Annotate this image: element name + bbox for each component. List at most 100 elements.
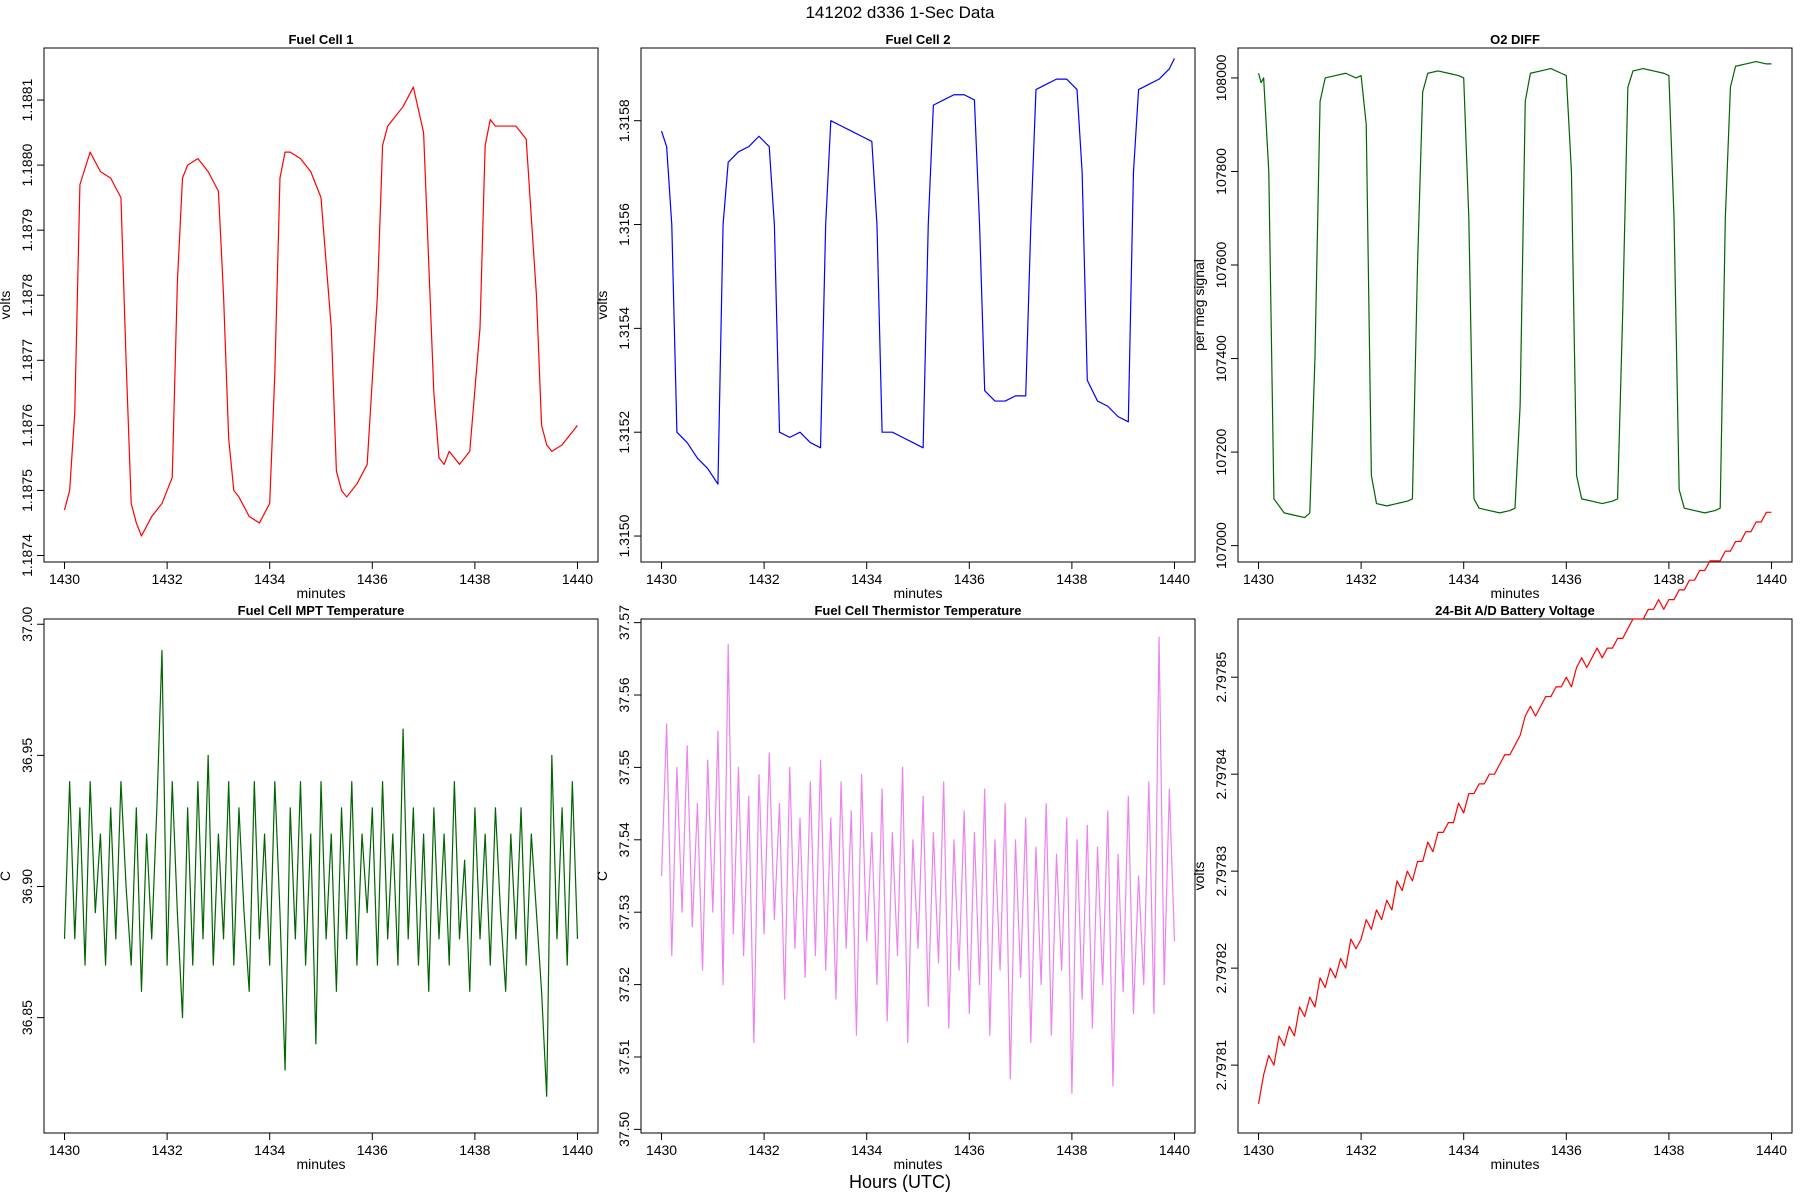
y-axis-label: C <box>594 871 610 881</box>
y-tick-label: 36.90 <box>19 869 35 904</box>
y-tick-label: 37.52 <box>616 967 632 1002</box>
y-tick-label: 107600 <box>1213 241 1229 288</box>
plot-frame <box>1237 47 1793 563</box>
panel-title: Fuel Cell Thermistor Temperature <box>814 603 1021 618</box>
x-tick-label: 1440 <box>1159 571 1190 587</box>
x-tick-label: 1436 <box>357 1142 388 1158</box>
y-tick-label: 1.3154 <box>616 307 632 350</box>
y-tick-label: 37.51 <box>616 1039 632 1074</box>
y-tick-label: 107400 <box>1213 335 1229 382</box>
panel-6: 24-Bit A/D Battery Voltage 1430 1432 1434 14… <box>1191 511 1793 1172</box>
plot-frame <box>640 47 1196 563</box>
x-tick-label: 1434 <box>851 571 882 587</box>
x-tick-label: 1436 <box>1551 571 1582 587</box>
y-tick-label: 1.1879 <box>19 209 35 252</box>
panel-3: O2 DIFF 1430 1432 1434 1436 1438 1440 minutes 10… <box>1191 32 1793 601</box>
series-line <box>660 58 1176 485</box>
series-line <box>660 636 1176 1094</box>
y-tick-label: 2.79784 <box>1213 749 1229 800</box>
y-tick-label: 1.3150 <box>616 514 632 557</box>
y-axis-label: C <box>0 871 13 881</box>
x-tick-label: 1432 <box>1346 1142 1377 1158</box>
x-tick-label: 1432 <box>152 1142 183 1158</box>
y-tick-label: 1.1875 <box>19 469 35 512</box>
x-tick-label: 1430 <box>646 1142 677 1158</box>
panel-title: O2 DIFF <box>1490 32 1540 47</box>
x-tick-label: 1430 <box>1243 571 1274 587</box>
x-tick-label: 1434 <box>851 1142 882 1158</box>
x-tick-label: 1440 <box>1159 1142 1190 1158</box>
x-tick-label: 1434 <box>1448 1142 1479 1158</box>
y-tick-label: 37.50 <box>616 1112 632 1147</box>
x-tick-label: 1432 <box>1346 571 1377 587</box>
y-tick-label: 1.1876 <box>19 404 35 447</box>
x-axis-label: minutes <box>1490 1156 1539 1172</box>
x-axis-label: minutes <box>893 1156 942 1172</box>
y-axis-label: volts <box>0 291 13 320</box>
x-tick-label: 1434 <box>254 1142 285 1158</box>
x-tick-label: 1438 <box>1653 1142 1684 1158</box>
y-tick-label: 1.1880 <box>19 143 35 186</box>
panel-title: Fuel Cell 1 <box>288 32 353 47</box>
x-tick-label: 1436 <box>954 1142 985 1158</box>
y-tick-label: 107200 <box>1213 429 1229 476</box>
x-tick-label: 1436 <box>357 571 388 587</box>
y-tick-label: 1.1881 <box>19 78 35 121</box>
y-tick-label: 37.55 <box>616 750 632 785</box>
y-axis-label: per meg signal <box>1191 259 1207 351</box>
y-axis-label: volts <box>1191 862 1207 891</box>
x-axis-label: minutes <box>893 585 942 601</box>
x-tick-label: 1438 <box>1056 571 1087 587</box>
y-tick-label: 2.79781 <box>1213 1040 1229 1091</box>
x-tick-label: 1430 <box>646 571 677 587</box>
x-tick-label: 1434 <box>254 571 285 587</box>
y-tick-label: 1.3156 <box>616 203 632 246</box>
y-tick-label: 107800 <box>1213 148 1229 195</box>
plot-frame <box>43 618 599 1134</box>
panel-4: Fuel Cell MPT Temperature 1430 1432 1434 143… <box>0 603 599 1172</box>
plot-frame <box>43 47 599 563</box>
y-tick-label: 107000 <box>1213 522 1229 569</box>
panel-1: Fuel Cell 1 1430 1432 1434 1436 1438 1440 minut… <box>0 32 599 601</box>
y-tick-label: 2.79782 <box>1213 943 1229 994</box>
y-tick-label: 1.3158 <box>616 99 632 142</box>
y-tick-label: 1.1874 <box>19 534 35 577</box>
x-tick-label: 1432 <box>749 1142 780 1158</box>
y-tick-label: 1.3152 <box>616 411 632 454</box>
series-line <box>1257 60 1772 519</box>
figure-title: 141202 d336 1-Sec Data <box>805 3 995 22</box>
x-tick-label: 1440 <box>562 571 593 587</box>
y-tick-label: 37.56 <box>616 677 632 712</box>
y-tick-label: 37.54 <box>616 822 632 857</box>
y-tick-label: 108000 <box>1213 54 1229 101</box>
figure-footer-label: Hours (UTC) <box>849 1172 951 1192</box>
panel-title: 24-Bit A/D Battery Voltage <box>1435 603 1595 618</box>
y-tick-label: 36.85 <box>19 1000 35 1035</box>
y-tick-label: 1.1877 <box>19 339 35 382</box>
y-tick-label: 2.79783 <box>1213 846 1229 897</box>
x-tick-label: 1430 <box>49 571 80 587</box>
y-tick-label: 36.95 <box>19 738 35 773</box>
x-tick-label: 1432 <box>152 571 183 587</box>
x-tick-label: 1438 <box>1653 571 1684 587</box>
x-tick-label: 1434 <box>1448 571 1479 587</box>
x-tick-label: 1440 <box>1756 1142 1787 1158</box>
plot-frame <box>1237 618 1793 1134</box>
panel-title: Fuel Cell MPT Temperature <box>238 603 405 618</box>
x-tick-label: 1430 <box>49 1142 80 1158</box>
x-tick-label: 1438 <box>459 571 490 587</box>
x-tick-label: 1436 <box>1551 1142 1582 1158</box>
series-line <box>63 649 579 1097</box>
x-tick-label: 1430 <box>1243 1142 1274 1158</box>
y-tick-label: 37.53 <box>616 894 632 929</box>
series-line <box>1257 511 1772 1105</box>
x-tick-label: 1440 <box>1756 571 1787 587</box>
panels-group: Fuel Cell 1 1430 1432 1434 1436 1438 1440 minut… <box>0 32 1793 1172</box>
y-tick-label: 37.57 <box>616 605 632 640</box>
x-tick-label: 1438 <box>1056 1142 1087 1158</box>
x-tick-label: 1438 <box>459 1142 490 1158</box>
y-tick-label: 37.00 <box>19 607 35 642</box>
x-axis-label: minutes <box>296 585 345 601</box>
y-axis-label: volts <box>594 291 610 320</box>
